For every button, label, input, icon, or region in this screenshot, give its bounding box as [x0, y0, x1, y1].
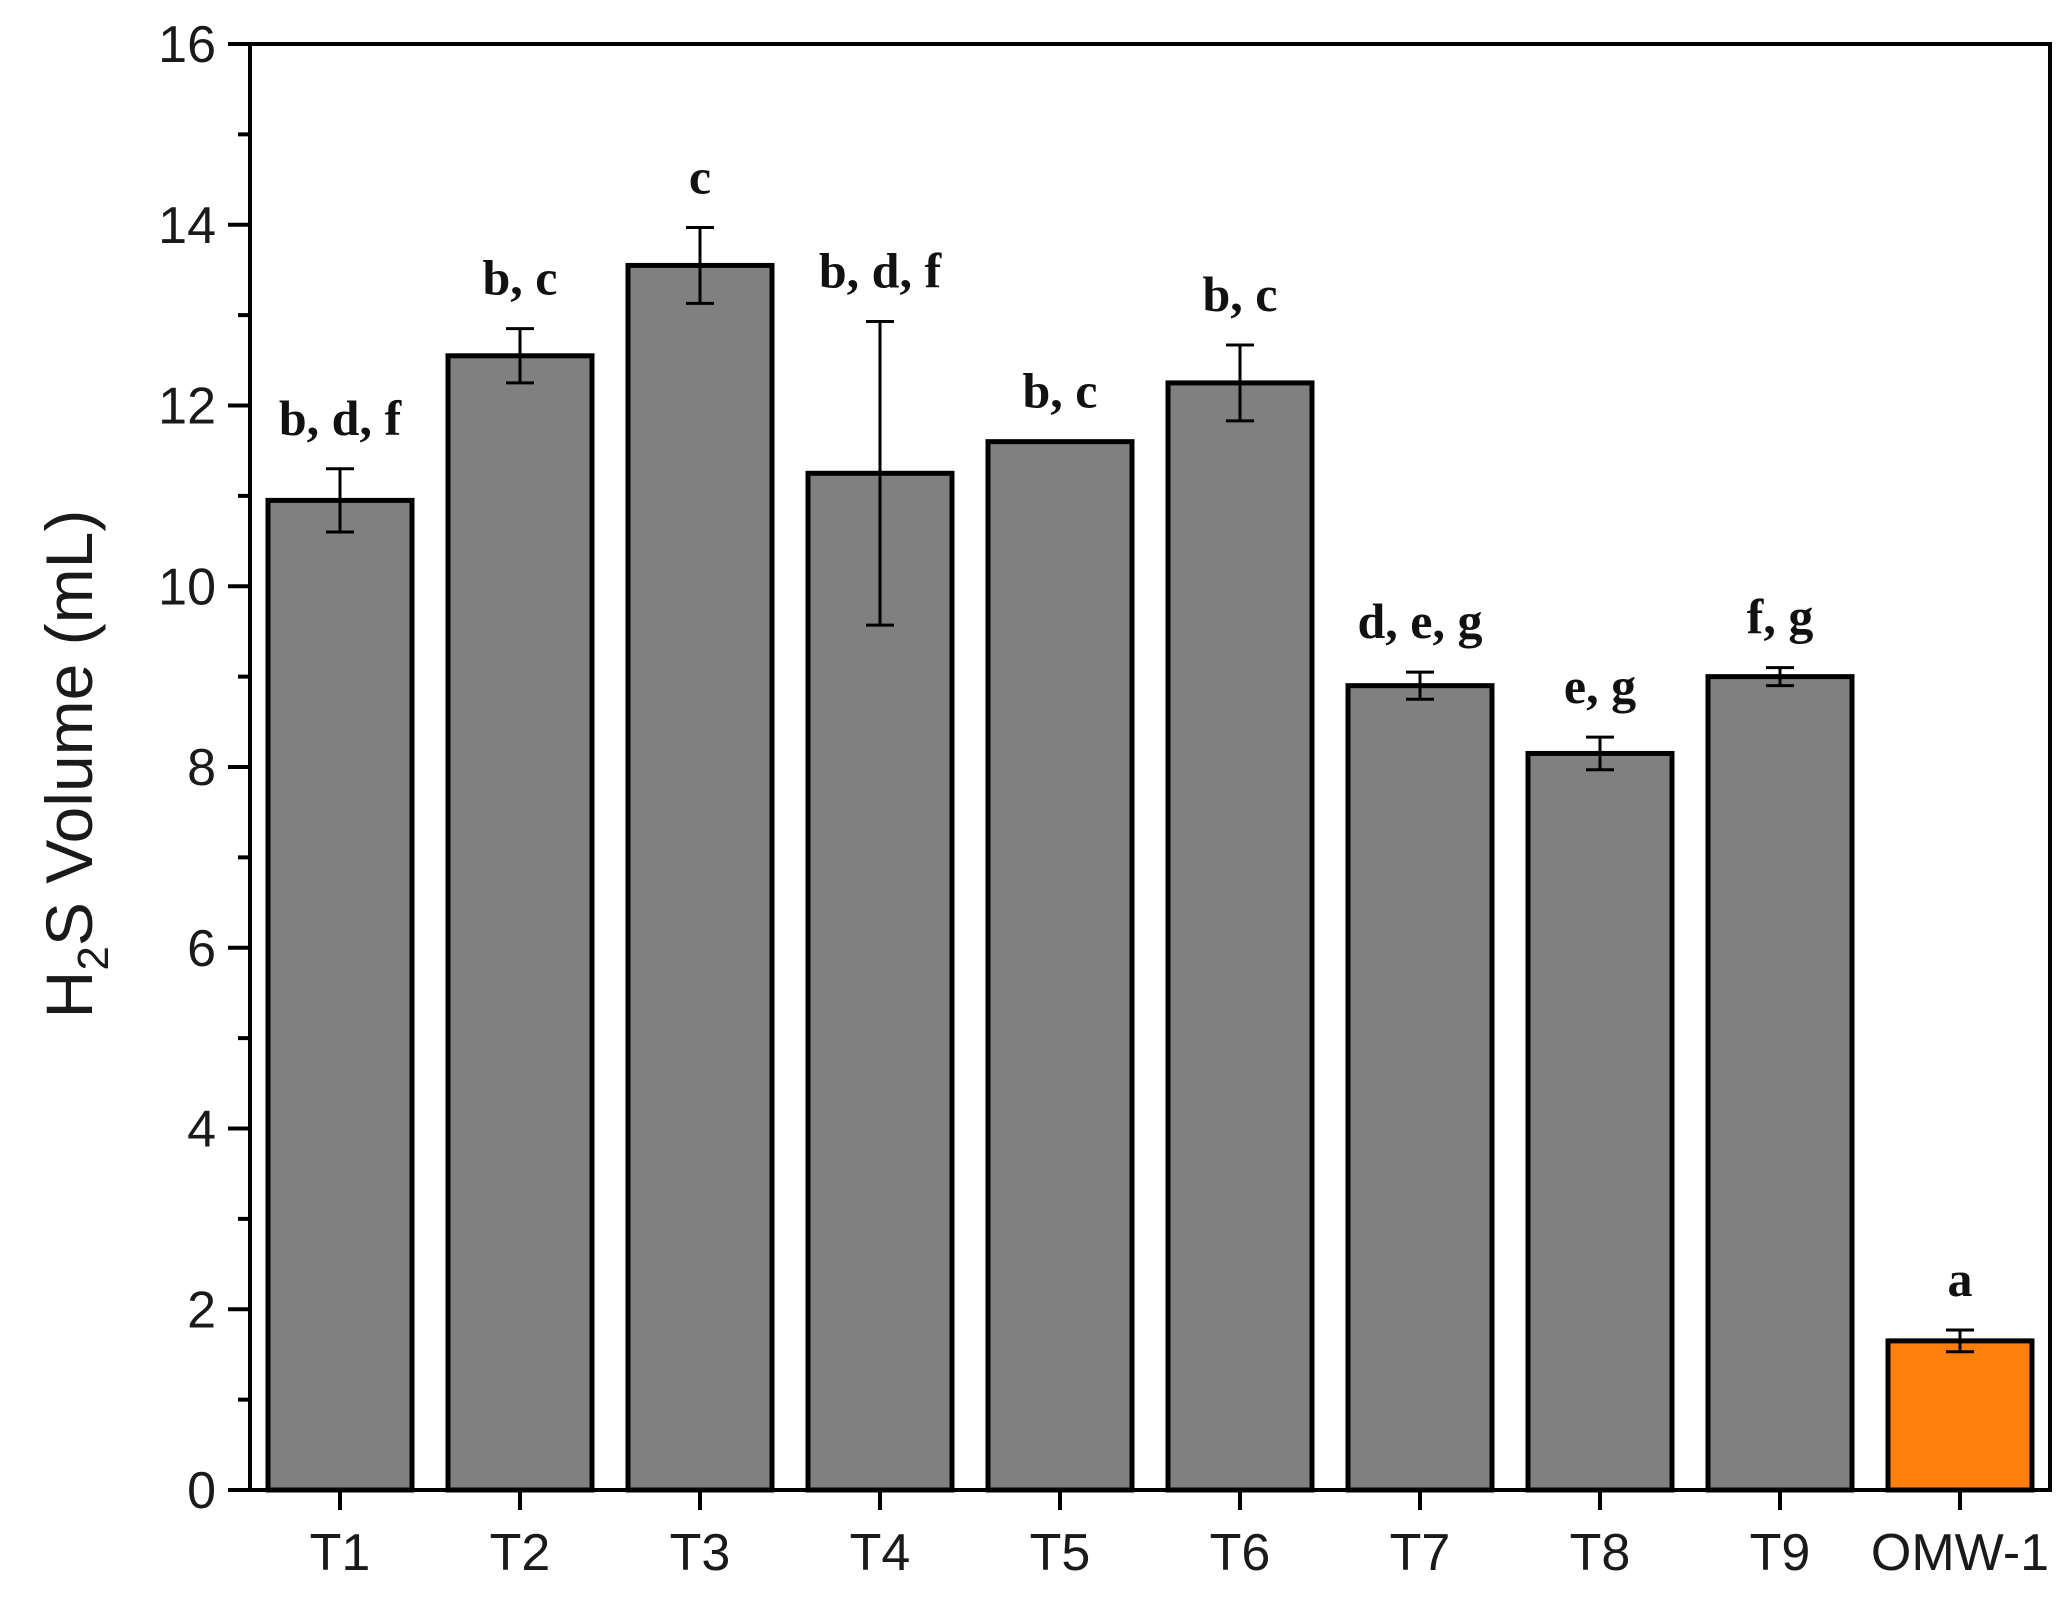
x-tick-label: T8 [1570, 1524, 1631, 1582]
bar [805, 470, 955, 1493]
bar [1165, 380, 1315, 1493]
x-tick-label: T6 [1210, 1524, 1271, 1582]
bar [625, 262, 775, 1493]
y-tick-label: 6 [187, 920, 216, 978]
significance-label: b, d, f [819, 242, 943, 298]
bar [265, 497, 415, 1493]
y-axis-title-rest: S Volume (mL) [32, 510, 106, 946]
x-tick-label: OMW-1 [1871, 1524, 2049, 1582]
x-tick-label: T4 [850, 1524, 911, 1582]
y-tick-label: 8 [187, 739, 216, 797]
y-tick-label: 2 [187, 1281, 216, 1339]
significance-label: b, c [1203, 266, 1278, 322]
bar [1525, 750, 1675, 1493]
bar [1345, 683, 1495, 1493]
significance-label: e, g [1564, 658, 1636, 714]
x-tick-label: T3 [670, 1524, 731, 1582]
bar [1705, 674, 1855, 1493]
significance-label: b, c [483, 250, 558, 306]
y-axis-title: H2S Volume (mL) [32, 510, 118, 1019]
x-tick-label: T5 [1030, 1524, 1091, 1582]
significance-label: a [1948, 1251, 1973, 1307]
y-tick-label: 10 [158, 558, 216, 616]
significance-label: b, d, f [279, 390, 403, 446]
y-tick-label: 4 [187, 1101, 216, 1159]
x-tick-label: T2 [490, 1524, 551, 1582]
y-axis-title-main: H [32, 971, 106, 1019]
plot-area: 0 2 4 6 8 10 12 14 16 T1 b, d, f T2 b, c T3 c T4 b, d, f… [158, 16, 2052, 1582]
significance-label: f, g [1747, 589, 1814, 645]
svg-text:H2S Volume (mL): H2S Volume (mL) [32, 510, 118, 1019]
bar [445, 353, 595, 1493]
significance-label: c [689, 148, 711, 204]
significance-label: d, e, g [1358, 593, 1483, 649]
x-tick-label: T9 [1750, 1524, 1811, 1582]
significance-label: b, c [1023, 363, 1098, 419]
x-tick-label: T1 [310, 1524, 371, 1582]
x-tick-label: T7 [1390, 1524, 1451, 1582]
y-tick-label: 16 [158, 16, 216, 74]
y-tick-label: 12 [158, 378, 216, 436]
bar [1885, 1338, 2035, 1493]
y-tick-label: 0 [187, 1462, 216, 1520]
bar [985, 439, 1135, 1493]
y-tick-label: 14 [158, 197, 216, 255]
y-axis-title-subscript: 2 [69, 946, 118, 970]
